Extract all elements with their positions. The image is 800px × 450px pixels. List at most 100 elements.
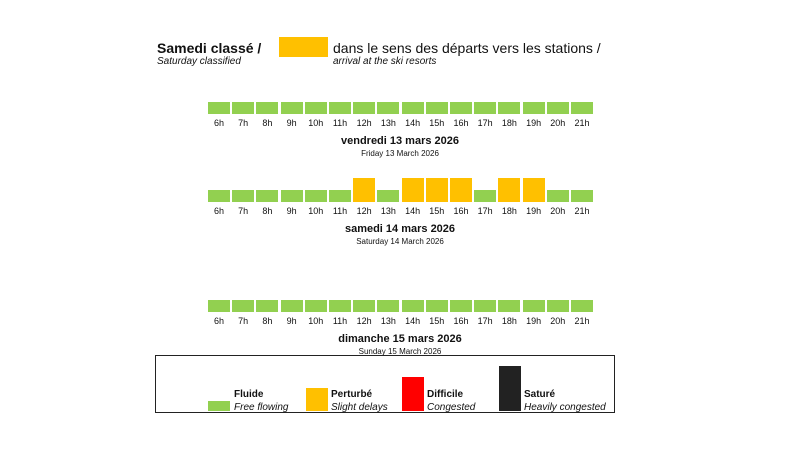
hour-label: 7h xyxy=(238,316,249,326)
hour-label: 9h xyxy=(286,206,297,216)
legend-label-difficile: Difficile xyxy=(427,389,464,400)
traffic-bar xyxy=(450,102,472,114)
hour-label: 18h xyxy=(501,118,517,128)
hour-label: 12h xyxy=(356,118,372,128)
hour-label: 15h xyxy=(429,316,445,326)
traffic-bar xyxy=(546,190,569,202)
traffic-bar xyxy=(571,300,593,312)
hour-label: 13h xyxy=(380,316,396,326)
traffic-bar xyxy=(377,300,400,312)
day-title: samedi 14 mars 2026 xyxy=(344,223,456,235)
traffic-bar xyxy=(329,190,351,202)
traffic-bar xyxy=(377,102,400,114)
traffic-bar xyxy=(353,178,376,202)
traffic-bar xyxy=(498,178,521,202)
legend-swatch-difficile xyxy=(402,377,424,411)
traffic-bar xyxy=(256,190,279,202)
header-subtitle: Saturday classified xyxy=(157,56,241,67)
hour-label: 11h xyxy=(332,206,348,216)
hour-label: 19h xyxy=(526,316,542,326)
hour-label: 20h xyxy=(550,118,566,128)
traffic-bar xyxy=(401,102,424,114)
hour-label: 12h xyxy=(356,316,372,326)
traffic-bar xyxy=(232,102,255,114)
legend: Fluide Free flowing Perturbé Slight dela… xyxy=(155,355,615,413)
day-title: dimanche 15 mars 2026 xyxy=(338,333,462,345)
traffic-bar xyxy=(425,300,448,312)
traffic-bar xyxy=(304,300,327,312)
traffic-bar xyxy=(377,190,400,202)
traffic-bar xyxy=(208,190,230,202)
traffic-bar xyxy=(522,300,545,312)
day-title: vendredi 13 mars 2026 xyxy=(340,135,460,147)
legend-label-perturbe: Perturbé xyxy=(331,389,373,400)
header-direction-en: arrival at the ski resorts xyxy=(333,56,437,67)
traffic-bar xyxy=(571,102,593,114)
traffic-bar xyxy=(450,300,472,312)
hour-label: 7h xyxy=(238,206,249,216)
traffic-bar xyxy=(474,300,497,312)
hour-label: 20h xyxy=(550,206,566,216)
traffic-bar xyxy=(522,178,545,202)
hour-label: 19h xyxy=(526,206,542,216)
hour-label: 19h xyxy=(526,118,542,128)
traffic-bar xyxy=(329,102,351,114)
hour-label: 16h xyxy=(453,206,469,216)
hour-label: 16h xyxy=(453,118,469,128)
hour-label: 10h xyxy=(308,316,324,326)
hour-label: 17h xyxy=(477,118,493,128)
traffic-bar xyxy=(353,102,376,114)
hour-label: 16h xyxy=(453,316,469,326)
hour-label: 14h xyxy=(405,206,421,216)
traffic-bar xyxy=(425,102,448,114)
hour-label: 13h xyxy=(380,118,396,128)
legend-sublabel-fluide: Free flowing xyxy=(234,402,289,413)
hour-label: 17h xyxy=(477,206,493,216)
traffic-bar xyxy=(329,300,351,312)
traffic-bar xyxy=(474,190,497,202)
traffic-bar xyxy=(232,190,255,202)
traffic-bar xyxy=(450,178,472,202)
hour-label: 11h xyxy=(332,118,348,128)
hour-label: 18h xyxy=(501,206,517,216)
traffic-bar xyxy=(571,190,593,202)
traffic-bar xyxy=(546,102,569,114)
traffic-bar xyxy=(401,300,424,312)
day-subtitle: Saturday 14 March 2026 xyxy=(356,237,444,246)
traffic-bar xyxy=(304,190,327,202)
traffic-bar xyxy=(256,300,279,312)
traffic-bar xyxy=(498,300,521,312)
hour-label: 21h xyxy=(574,206,590,216)
hour-label: 18h xyxy=(501,316,517,326)
hour-label: 21h xyxy=(574,118,590,128)
hour-label: 6h xyxy=(213,206,224,216)
traffic-bar xyxy=(232,300,255,312)
hour-label: 17h xyxy=(477,316,493,326)
hour-label: 6h xyxy=(213,316,224,326)
traffic-bar xyxy=(546,300,569,312)
hour-label: 10h xyxy=(308,206,324,216)
traffic-bar xyxy=(280,190,303,202)
day-subtitle: Friday 13 March 2026 xyxy=(361,149,439,158)
hour-label: 9h xyxy=(286,118,297,128)
traffic-bar xyxy=(425,178,448,202)
legend-sublabel-difficile: Congested xyxy=(427,402,476,413)
legend-label-fluide: Fluide xyxy=(234,389,264,400)
header-swatch xyxy=(279,37,328,57)
hour-label: 13h xyxy=(380,206,396,216)
traffic-bar xyxy=(280,102,303,114)
hour-label: 8h xyxy=(262,316,273,326)
hour-label: 10h xyxy=(308,118,324,128)
traffic-bar xyxy=(208,102,230,114)
traffic-bar xyxy=(353,300,376,312)
traffic-bar xyxy=(401,178,424,202)
hour-label: 14h xyxy=(405,316,421,326)
legend-label-sature: Saturé xyxy=(524,389,556,400)
hour-label: 15h xyxy=(429,206,445,216)
hour-label: 20h xyxy=(550,316,566,326)
legend-swatch-perturbe xyxy=(306,388,328,411)
day-subtitle: Sunday 15 March 2026 xyxy=(358,347,442,356)
hour-label: 15h xyxy=(429,118,445,128)
traffic-bar xyxy=(474,102,497,114)
legend-swatch-sature xyxy=(499,366,521,411)
